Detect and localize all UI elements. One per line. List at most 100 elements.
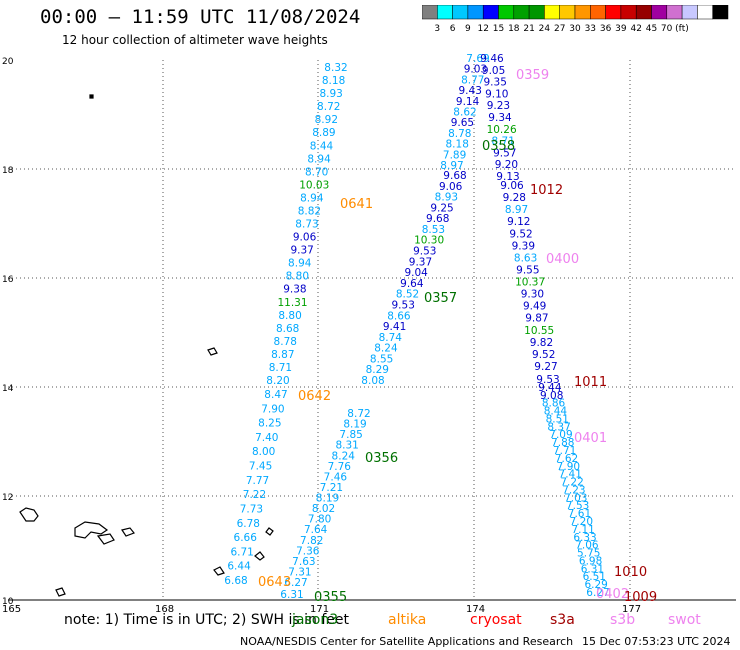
wave-height-value: 8.44 xyxy=(310,140,334,152)
wave-height-value: 7.89 xyxy=(443,149,466,161)
wave-height-value: 9.30 xyxy=(521,289,544,301)
wave-height-value: 8.68 xyxy=(276,323,299,335)
wave-height-value: 8.94 xyxy=(288,258,312,270)
wave-height-value: 9.27 xyxy=(534,361,557,373)
wave-height-value: 8.93 xyxy=(319,88,342,100)
island-outline xyxy=(74,521,109,539)
wave-height-value: 9.35 xyxy=(484,77,507,89)
wave-height-value: 9.06 xyxy=(293,232,317,244)
scale-tick-label: 3 xyxy=(434,24,440,34)
wave-height-value: 8.24 xyxy=(332,450,356,462)
lon-label: 174 xyxy=(466,604,485,615)
mission-label-s3b: s3b xyxy=(610,612,636,628)
scale-tick-label: 18 xyxy=(508,24,520,34)
scale-tick-label: 45 xyxy=(646,24,657,34)
track-id-label: 0400 xyxy=(546,252,579,267)
wave-height-value: 6.31 xyxy=(581,563,604,575)
wave-height-value: 8.78 xyxy=(274,336,297,348)
wave-height-value: 8.31 xyxy=(335,440,358,452)
wave-height-value: 8.71 xyxy=(269,362,292,374)
timestamp: 15 Dec 07:53:23 UTC 2024 xyxy=(582,635,731,648)
scale-tick-label: 42 xyxy=(630,24,641,34)
wave-height-value: 8.94 xyxy=(307,153,331,165)
track-id-label: 0641 xyxy=(340,197,373,212)
wave-height-value: 8.44 xyxy=(544,406,568,418)
wave-height-value: 9.43 xyxy=(459,85,482,97)
track-id-label: 1009 xyxy=(624,590,657,605)
wave-height-value: 8.70 xyxy=(305,166,328,178)
wave-height-value: 8.52 xyxy=(396,289,419,301)
mission-label-swot: swot xyxy=(668,612,701,628)
wave-height-value: 9.08 xyxy=(540,390,563,402)
wave-height-value: 6.66 xyxy=(234,532,258,544)
wave-height-value: 8.73 xyxy=(295,219,318,231)
wave-height-value: 8.18 xyxy=(446,139,469,151)
wave-height-value: 9.68 xyxy=(443,170,466,182)
wave-height-value: 9.53 xyxy=(536,374,559,386)
wave-height-value: 9.52 xyxy=(532,349,555,361)
lon-label: 177 xyxy=(622,604,641,615)
scale-tick-label: 27 xyxy=(554,24,565,34)
wave-height-value: 8.32 xyxy=(324,62,347,74)
wave-height-value: 8.19 xyxy=(343,419,366,431)
wave-height-value: 8.94 xyxy=(300,192,324,204)
wave-height-value: 8.51 xyxy=(546,413,569,425)
wave-height-value: 9.37 xyxy=(290,245,313,257)
wave-height-value: 9.53 xyxy=(392,299,415,311)
lat-label: 12 xyxy=(2,493,13,503)
wave-height-value: 9.68 xyxy=(426,213,449,225)
wave-height-value: 7.62 xyxy=(555,453,578,465)
wave-height-value: 8.00 xyxy=(252,446,275,458)
wave-height-value: 8.78 xyxy=(448,128,471,140)
scale-tick-label: 15 xyxy=(493,24,504,34)
scale-tick-label: 33 xyxy=(585,24,596,34)
wave-height-value: 8.93 xyxy=(435,192,458,204)
wave-height-value: 8.80 xyxy=(278,310,301,322)
scale-tick-label: 39 xyxy=(615,24,627,34)
track-id-label: 0643 xyxy=(258,575,291,590)
wave-height-value: 8.71 xyxy=(492,136,515,148)
wave-height-value: 7.69 xyxy=(466,53,489,65)
wave-height-value: 8.62 xyxy=(453,107,476,119)
lat-label: 18 xyxy=(2,166,14,176)
scale-swatch xyxy=(712,5,729,20)
island-outline xyxy=(19,507,39,522)
wave-height-value: 7.41 xyxy=(559,469,582,481)
wave-height-value: 7.71 xyxy=(553,445,576,457)
wave-height-value: 8.74 xyxy=(379,332,403,344)
wave-height-value: 9.03 xyxy=(464,64,487,76)
wave-height-value: 8.47 xyxy=(264,389,287,401)
track-id-label: 0357 xyxy=(424,291,457,306)
wave-height-value: 8.19 xyxy=(316,493,339,505)
wave-height-value: 6.68 xyxy=(224,575,247,587)
wave-height-value: 9.20 xyxy=(495,159,518,171)
wave-height-value: 9.53 xyxy=(413,246,436,258)
track-id-label: 0642 xyxy=(298,389,331,404)
island-outline xyxy=(207,347,218,356)
scale-tick-label: 9 xyxy=(465,24,471,34)
wave-height-value: 8.82 xyxy=(298,205,321,217)
wave-height-value: 10.37 xyxy=(515,277,545,289)
wave-height-value: 7.82 xyxy=(300,535,323,547)
island-outline xyxy=(265,527,274,536)
scale-tick-label: 70 (ft) xyxy=(661,24,689,34)
wave-height-value: 7.36 xyxy=(296,545,320,557)
wave-height-value: 7.63 xyxy=(292,556,315,568)
wave-height-value: 8.24 xyxy=(374,343,398,355)
track-id-label: 0401 xyxy=(574,431,607,446)
wave-height-value: 8.18 xyxy=(322,75,345,87)
wave-height-value: 7.11 xyxy=(571,524,594,536)
lat-label: 10 xyxy=(2,597,14,607)
scale-tick-label: 6 xyxy=(450,24,456,34)
wave-height-value: 7.45 xyxy=(249,461,272,473)
wave-height-value: 6.44 xyxy=(227,561,251,573)
mission-label-altika: altika xyxy=(388,612,427,628)
wave-height-value: 9.49 xyxy=(523,301,546,313)
island-outline xyxy=(213,566,225,576)
wave-height-value: 11.31 xyxy=(277,297,307,309)
wave-height-value: 10.55 xyxy=(524,325,554,337)
wave-height-value: 9.14 xyxy=(456,96,480,108)
wave-height-value: 6.29 xyxy=(584,579,607,591)
color-scale: 3 6 9 12 15 18 21 24 27 30 33 36 39 42 45 70 (ft) xyxy=(422,5,729,34)
wave-height-value: 7.21 xyxy=(320,482,343,494)
